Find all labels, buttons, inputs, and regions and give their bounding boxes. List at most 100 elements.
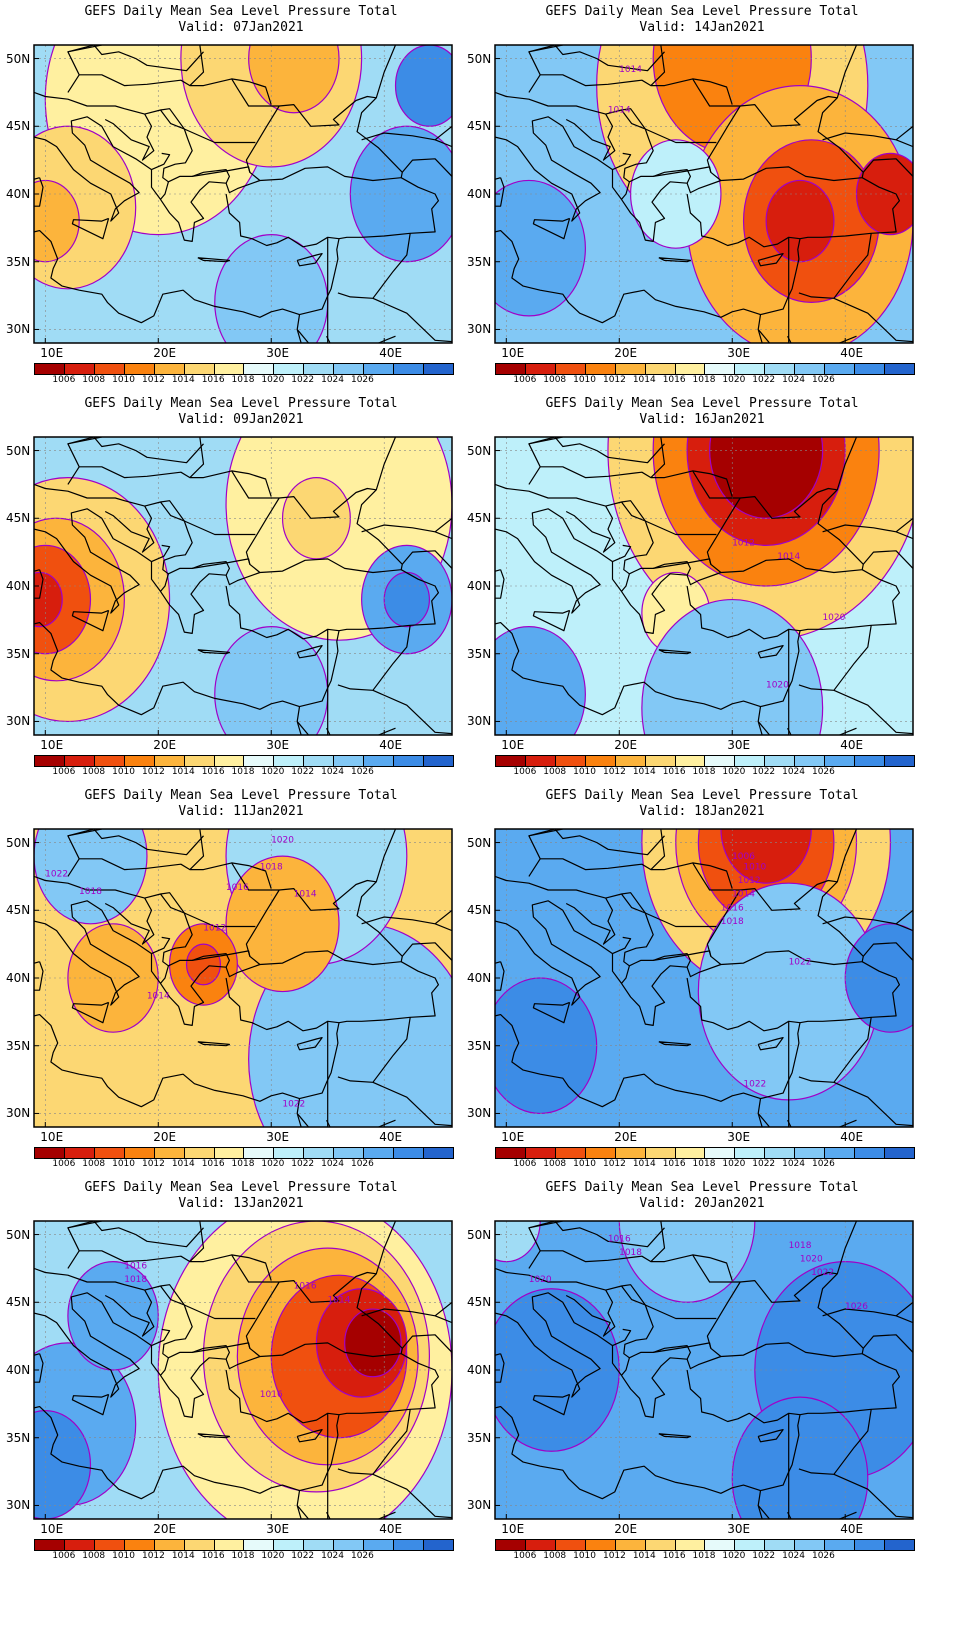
colorbar-label: 1012 — [141, 1551, 165, 1561]
colorbar-swatch — [364, 1148, 395, 1158]
lat-tick-label: 30N — [467, 1498, 492, 1513]
coastline — [565, 897, 616, 945]
coastline — [296, 1098, 331, 1127]
coastline — [528, 466, 541, 485]
map-panel: GEFS Daily Mean Sea Level Pressure Total… — [0, 0, 482, 410]
coastline — [645, 1304, 717, 1320]
coastline — [104, 505, 155, 553]
pressure-map: 1014 1014 — [494, 44, 914, 344]
lat-tick-label: 35N — [6, 1038, 31, 1053]
coastline — [338, 1353, 439, 1416]
lon-tick-label: 20E — [153, 1130, 177, 1144]
lat-tick-label: 50N — [467, 51, 492, 66]
coastline — [192, 950, 251, 961]
contour-label: 1018 — [721, 917, 744, 927]
coastline — [495, 585, 801, 716]
lon-tick-label: 40E — [840, 1522, 864, 1536]
coastline — [160, 893, 230, 968]
coastline — [34, 193, 340, 324]
coastline — [895, 909, 913, 925]
lon-tick-label: 40E — [379, 1522, 403, 1536]
coastline — [495, 977, 801, 1108]
colorbar — [495, 1539, 915, 1551]
colorbar-swatch — [35, 364, 65, 374]
colorbar-label: 1026 — [350, 375, 374, 385]
colorbar-swatch — [645, 1540, 676, 1550]
coastline — [532, 609, 571, 632]
colorbar-swatch — [244, 1148, 275, 1158]
coastline — [833, 297, 913, 343]
coastline — [645, 912, 717, 928]
coastline — [495, 1353, 505, 1383]
lon-tick-label: 40E — [840, 738, 864, 752]
contour-label: 1016 — [721, 903, 744, 913]
colorbar-swatch — [94, 1540, 125, 1550]
colorbar-label: 1026 — [350, 1551, 374, 1561]
lat-tick-label: 45N — [467, 1295, 492, 1310]
colorbar-label: 1010 — [112, 767, 136, 777]
colorbar-label: 1014 — [171, 1551, 195, 1561]
coastline — [296, 314, 331, 343]
coastline — [532, 217, 571, 240]
colorbar-swatch — [496, 364, 526, 374]
coastline — [71, 217, 110, 240]
colorbar-swatch — [154, 1540, 185, 1550]
coastline — [528, 858, 541, 877]
colorbar-swatch — [675, 756, 706, 766]
lat-tick-label: 40N — [467, 1363, 492, 1377]
colorbar-swatch — [855, 1540, 885, 1550]
coastline — [621, 501, 691, 576]
coastline — [658, 257, 691, 263]
colorbar-swatch — [825, 1540, 856, 1550]
colorbar-label: 1024 — [321, 1159, 345, 1169]
contour-label: 1014 — [777, 552, 800, 562]
lon-tick-label: 20E — [153, 1522, 177, 1536]
colorbar-swatch — [394, 1148, 424, 1158]
coastline — [67, 829, 204, 856]
coastline — [757, 253, 784, 267]
coastline — [184, 128, 256, 144]
colorbar-swatch — [64, 756, 95, 766]
coastline — [372, 1473, 452, 1519]
colorbar-label: 1006 — [513, 767, 537, 777]
colorbar-swatch — [735, 1540, 766, 1550]
coastline — [104, 897, 155, 945]
contour-label: 1016 — [294, 1282, 317, 1292]
colorbar-swatch — [615, 1540, 646, 1550]
coastline — [361, 132, 452, 148]
lat-tick-label: 40N — [467, 187, 492, 201]
coastline — [565, 505, 616, 553]
coastline — [160, 109, 230, 184]
contour-label: 1020 — [271, 836, 294, 846]
contour-label: 1020 — [529, 1275, 552, 1285]
coastline — [160, 965, 169, 984]
colorbar-label: 1012 — [602, 767, 626, 777]
colorbar-swatch — [645, 364, 676, 374]
colorbar-label: 1024 — [782, 375, 806, 385]
coastline — [862, 550, 913, 569]
lon-tick-label: 10E — [40, 1130, 64, 1144]
lon-tick-label: 10E — [501, 1130, 525, 1144]
colorbar-label: 1018 — [692, 767, 716, 777]
colorbar-label: 1026 — [811, 375, 835, 385]
colorbar-swatch — [334, 1148, 365, 1158]
colorbar-label: 1008 — [82, 767, 106, 777]
colorbar — [34, 755, 454, 767]
colorbar-swatch — [124, 1148, 155, 1158]
coastline — [361, 524, 452, 540]
coastline — [837, 727, 857, 735]
panel-title: GEFS Daily Mean Sea Level Pressure Total — [84, 4, 398, 19]
colorbar-swatch — [555, 1540, 586, 1550]
coastline — [67, 829, 280, 891]
colorbar-swatch — [394, 364, 424, 374]
colorbar-label: 1010 — [112, 1551, 136, 1561]
coastline — [495, 91, 646, 130]
contour-label: 1022 — [743, 1079, 766, 1089]
coastline — [184, 520, 256, 536]
contour-label: 1016 — [608, 1234, 631, 1244]
colorbar-swatch — [244, 756, 275, 766]
colorbar-label: 1022 — [752, 1159, 776, 1169]
colorbar-label: 1014 — [632, 767, 656, 777]
colorbar — [34, 363, 454, 375]
pressure-map: 1020 1018 1016 1014 1012 1014 1022 1018 1022 — [33, 828, 453, 1128]
